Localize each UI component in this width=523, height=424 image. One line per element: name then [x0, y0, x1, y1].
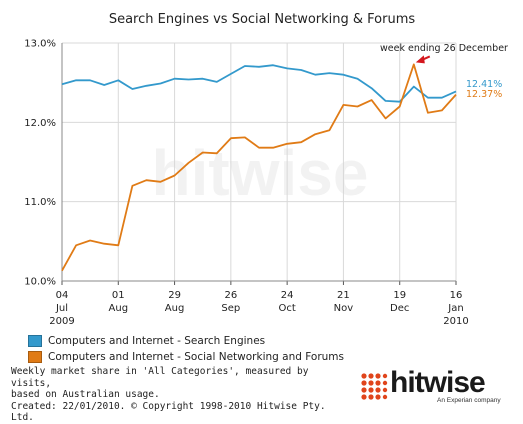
watermark: hitwise — [152, 137, 369, 209]
y-tick-label: 10.0% — [24, 277, 56, 288]
x-tick-label: 26 — [224, 290, 237, 301]
x-tick-label: 21 — [337, 290, 350, 301]
hitwise-logo: hitwise An Experian company — [355, 366, 515, 406]
axes: 10.0% 11.0% 12.0% 13.0% 04 Jul 2009 01 Aug 29 Aug 2… — [24, 39, 469, 328]
x-tick-label: Jan — [447, 303, 463, 314]
footnote-line-2: based on Australian usage. — [11, 389, 160, 400]
series-line-1 — [61, 63, 457, 272]
x-tick-label: Aug — [109, 303, 129, 314]
x-tick-label: 29 — [168, 290, 181, 301]
y-tick-label: 13.0% — [24, 39, 56, 50]
footnote-line-1: Weekly market share in 'All Categories',… — [11, 366, 309, 389]
legend-swatch-search-engines — [28, 335, 42, 347]
chart-title: Search Engines vs Social Networking & Fo… — [109, 12, 416, 27]
series-end-label-0: 12.41% — [466, 79, 502, 90]
x-tick-label: 24 — [281, 290, 294, 301]
x-tick-label: Dec — [390, 303, 409, 314]
label-layer: 12.41%12.37% week ending 26 December — [380, 43, 508, 100]
x-tick-label: Jul — [55, 303, 68, 314]
chart: Search Engines vs Social Networking & Fo… — [24, 12, 508, 328]
x-tick-label: Nov — [334, 303, 354, 314]
logo-tagline: An Experian company — [437, 397, 501, 404]
x-tick-label: 04 — [56, 290, 69, 301]
legend: Computers and Internet - Search Engines … — [28, 333, 344, 365]
legend-item-social-networking: Computers and Internet - Social Networki… — [28, 349, 344, 365]
x-tick-label: 19 — [393, 290, 406, 301]
annotation-text: week ending 26 December — [380, 43, 508, 54]
x-tick-label: 01 — [112, 290, 125, 301]
legend-swatch-social-networking — [28, 351, 42, 363]
footnote-line-3: Created: 22/01/2010. © Copyright 1998-20… — [11, 400, 326, 424]
series-end-label-1: 12.37% — [466, 89, 502, 100]
footnote: Weekly market share in 'All Categories',… — [11, 366, 341, 424]
x-tick-label: Aug — [165, 303, 185, 314]
legend-label-search-engines: Computers and Internet - Search Engines — [48, 335, 266, 347]
x-tick-label: 2009 — [49, 316, 74, 327]
x-tick-label: 16 — [450, 290, 463, 301]
legend-label-social-networking: Computers and Internet - Social Networki… — [48, 351, 344, 363]
y-tick-label: 12.0% — [24, 118, 56, 129]
logo-dots-icon — [361, 373, 388, 400]
x-tick-label: 2010 — [443, 316, 468, 327]
y-tick-label: 11.0% — [24, 197, 56, 208]
x-tick-label: Sep — [221, 303, 240, 314]
series-line-0 — [61, 64, 457, 103]
logo-word: hitwise — [390, 366, 486, 399]
series-layer — [61, 63, 457, 272]
x-tick-label: Oct — [278, 303, 295, 314]
legend-item-search-engines: Computers and Internet - Search Engines — [28, 333, 344, 349]
annotation-arrow-head — [415, 55, 425, 64]
